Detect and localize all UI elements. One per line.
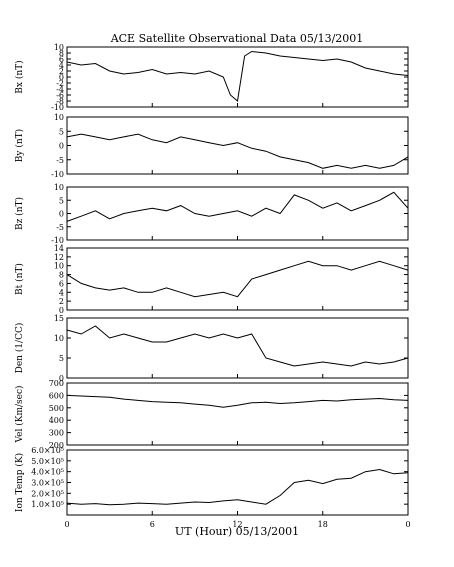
- y-tick-label: 6: [59, 279, 64, 288]
- plot-frame: [66, 317, 409, 379]
- plot-frame: [66, 186, 409, 241]
- y-tick-label: 2: [59, 67, 64, 76]
- plot-frame: [66, 247, 409, 311]
- y-axis-label: Den (1/CC): [14, 323, 25, 374]
- plot-frame: [66, 116, 409, 175]
- y-tick-label: 300: [49, 429, 64, 438]
- y-tick-label: -2: [56, 79, 64, 88]
- y-tick-label: -10: [51, 236, 64, 245]
- y-tick-label: 10: [54, 262, 64, 271]
- y-tick-label: 2: [59, 297, 64, 306]
- y-axis-label: Vel (Km/sec): [14, 385, 25, 443]
- x-axis: 0 6 12 18 0: [64, 520, 410, 529]
- y-tick-label: 12: [54, 253, 64, 262]
- y-tick-label: 4: [59, 288, 64, 297]
- panel-1: -10 -5 0 5 10 By (nT): [14, 113, 409, 179]
- y-tick-label: 5: [59, 354, 64, 363]
- y-tick-label: 0: [59, 142, 64, 151]
- y-axis-label: Ion Temp (K): [14, 453, 25, 512]
- y-tick-label: 400: [49, 416, 64, 425]
- y-tick-label: 5.0×10⁵: [31, 457, 64, 466]
- y-axis-label: Bz (nT): [14, 197, 25, 230]
- y-tick-label: -8: [56, 97, 64, 106]
- series-line: [66, 394, 409, 408]
- y-tick-label: 15: [54, 314, 64, 323]
- y-tick-label: 3.0×10⁵: [31, 479, 64, 488]
- y-tick-label: -4: [56, 85, 64, 94]
- x-tick-label: 6: [150, 520, 155, 529]
- y-tick-label: 4: [59, 61, 64, 70]
- panel-4: 0 5 10 15 Den (1/CC): [14, 314, 409, 383]
- x-tick-label: 0: [405, 520, 410, 529]
- panel-5: 200 300 400 500 600 700 Vel (Km/sec): [14, 379, 409, 450]
- y-tick-label: 0: [59, 73, 64, 82]
- y-tick-label: 1.0×10⁵: [31, 500, 64, 509]
- y-tick-label: 700: [49, 379, 64, 388]
- y-tick-label: 4.0×10⁵: [31, 468, 64, 477]
- y-tick-label: 8: [59, 49, 64, 58]
- x-tick-label: 12: [232, 520, 242, 529]
- y-tick-label: 0: [59, 306, 64, 315]
- plot-frame: [66, 449, 409, 516]
- y-tick-label: 5: [59, 127, 64, 136]
- series-line: [66, 50, 409, 102]
- plot-frame: [66, 382, 409, 446]
- figure-title: ACE Satellite Observational Data 05/13/2…: [110, 32, 364, 45]
- y-axis-label: By (nT): [14, 129, 25, 162]
- y-axis-label: Bx (nT): [14, 60, 25, 93]
- y-tick-label: 10: [54, 183, 64, 192]
- x-tick-label: 0: [64, 520, 69, 529]
- x-tick-label: 18: [318, 520, 328, 529]
- y-tick-label: 10: [54, 43, 64, 52]
- y-tick-label: 8: [59, 271, 64, 280]
- y-tick-label: -5: [56, 156, 64, 165]
- y-axis-label: Bt (nT): [14, 263, 25, 295]
- series-line: [66, 260, 409, 298]
- y-tick-label: 600: [49, 391, 64, 400]
- y-tick-label: -10: [51, 103, 64, 112]
- y-tick-label: 10: [54, 334, 64, 343]
- y-tick-label: 0: [59, 210, 64, 219]
- series-line: [66, 325, 409, 367]
- y-tick-label: 6: [59, 55, 64, 64]
- y-tick-label: 10: [54, 113, 64, 122]
- y-tick-label: -10: [51, 170, 64, 179]
- series-line: [66, 133, 409, 169]
- y-tick-label: 500: [49, 404, 64, 413]
- y-tick-label: 2.0×10⁵: [31, 489, 64, 498]
- y-tick-label: -5: [56, 223, 64, 232]
- y-tick-label: 5: [59, 196, 64, 205]
- y-tick-label: 0: [59, 374, 64, 383]
- x-axis-label: UT (Hour) 05/13/2001: [175, 525, 299, 538]
- y-tick-label: 6.0×10⁵: [31, 446, 64, 455]
- y-tick-label: 200: [49, 441, 64, 450]
- series-line: [66, 468, 409, 506]
- y-tick-label: -6: [56, 91, 64, 100]
- panel-2: -10 -5 0 5 10 Bz (nT): [14, 183, 409, 245]
- series-line: [66, 191, 409, 222]
- y-tick-label: 14: [54, 244, 64, 253]
